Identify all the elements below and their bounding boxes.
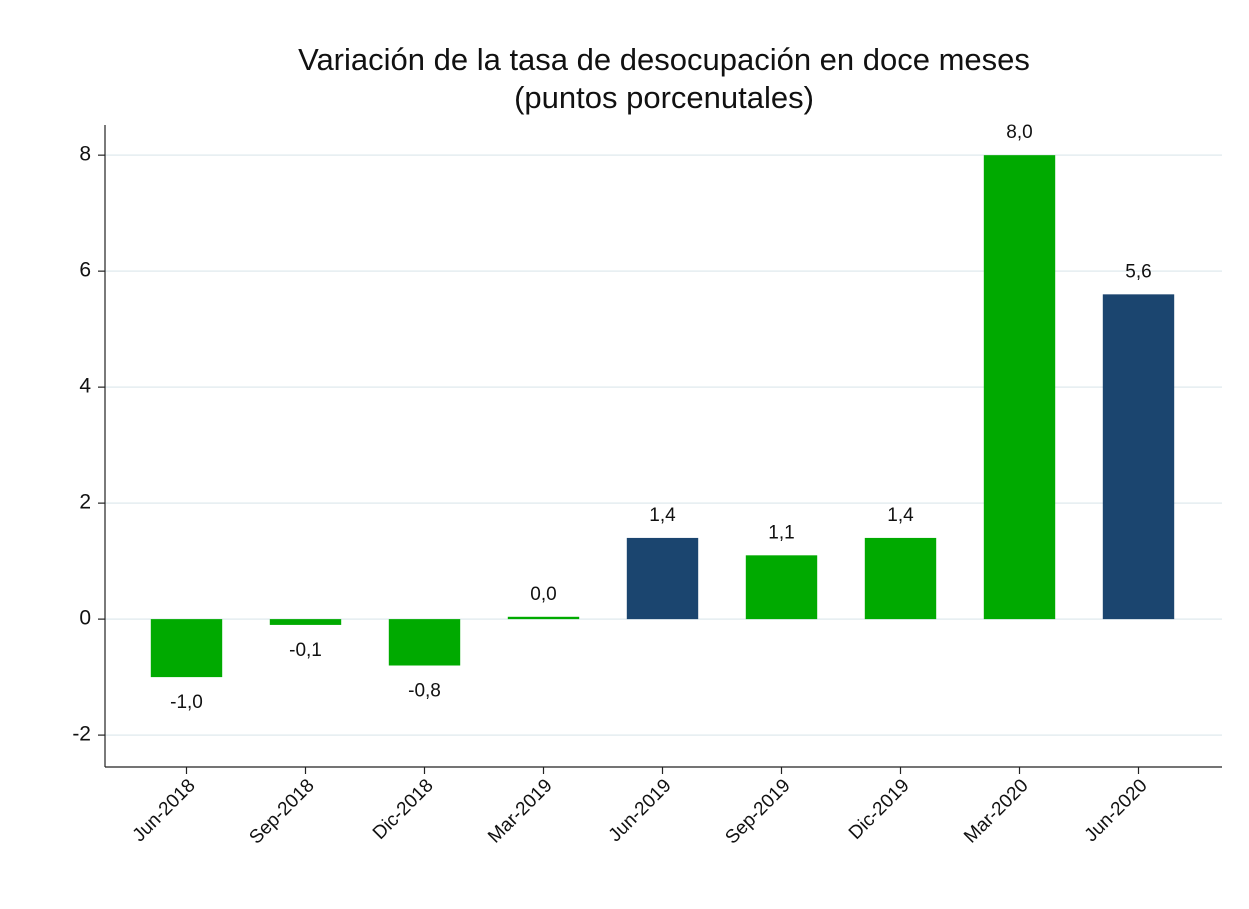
value-label: 0,0 [530,584,556,605]
value-label: 8,0 [1006,122,1032,143]
bar [864,537,937,620]
bar [626,537,699,620]
y-tick-label: -2 [72,723,91,746]
bar [745,555,818,620]
bar [269,619,342,625]
y-tick-label: 4 [79,375,91,398]
value-label: 5,6 [1125,261,1151,282]
y-tick-label: 8 [79,143,91,166]
y-tick-label: 0 [79,607,91,630]
y-tick-label: 6 [79,259,91,282]
chart-subtitle: (puntos porcenutales) [514,80,814,115]
bar [983,155,1056,620]
value-label: 1,1 [768,522,794,543]
value-label: -1,0 [170,692,203,713]
bar [388,619,461,666]
value-label: -0,8 [408,681,441,702]
bar [1102,294,1175,620]
value-label: -0,1 [289,640,322,661]
value-label: 1,4 [649,505,676,526]
bar [150,619,223,678]
y-tick-label: 2 [79,491,91,514]
bar [507,616,580,620]
value-label: 1,4 [887,505,914,526]
chart-title: Variación de la tasa de desocupación en … [298,42,1030,77]
